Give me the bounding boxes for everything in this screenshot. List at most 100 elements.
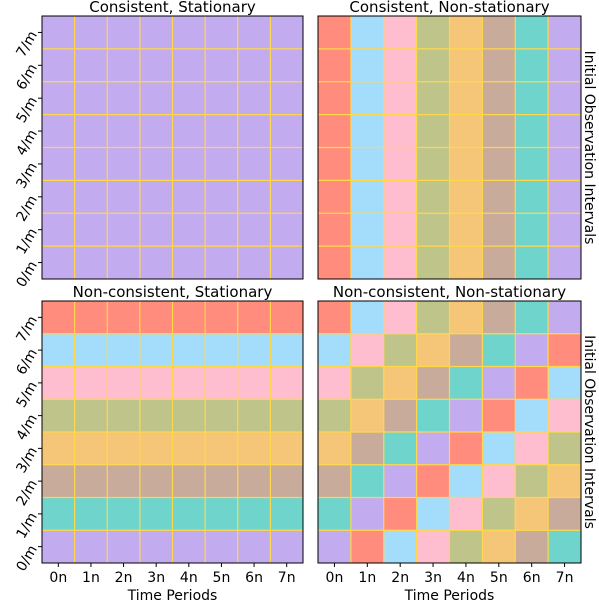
heatmap-cell [74,432,108,466]
heatmap-cell [205,464,239,498]
heatmap-cell [515,399,549,433]
heatmap-cell [383,81,418,116]
heatmap-cell [548,464,582,498]
heatmap-cell [383,464,418,498]
heatmap-cell [318,246,352,280]
heatmap-cell [449,333,483,367]
heatmap-cell [515,366,549,400]
heatmap-cell [350,530,385,564]
heatmap-cell [205,399,239,433]
heatmap-cell [515,48,549,83]
heatmap-cell [318,48,352,83]
heatmap-cell [515,213,549,247]
heatmap-cell [515,301,549,335]
heatmap-cell [449,497,483,531]
heatmap-cell [270,114,304,148]
heatmap-cell [318,301,352,335]
x-tick-label: 2n [115,570,133,586]
panel-title: Consistent, Non-stationary [349,0,549,16]
heatmap-cell [205,180,239,214]
heatmap-cell [270,48,304,83]
heatmap-cell [42,48,76,83]
y-tick-label: 2/m [13,193,40,225]
heatmap-cell [205,497,239,531]
heatmap-cell [205,366,239,400]
heatmap-cell [172,399,206,433]
heatmap-cell [172,114,206,148]
heatmap-cell [74,366,108,400]
heatmap-cell [42,16,76,50]
heatmap-cell [205,16,239,50]
heatmap-cell [416,114,450,148]
heatmap-cell [515,16,549,50]
heatmap-cell [350,81,385,116]
heatmap-cell [318,16,352,50]
heatmap-cell [172,301,206,335]
heatmap-cell [237,81,271,116]
x-tick-label: 7n [556,570,574,586]
x-tick-label: 2n [391,570,409,586]
heatmap-cell [416,180,450,214]
x-axis-label: Time Periods [404,588,495,604]
heatmap-cell [74,530,108,564]
heatmap-cell [416,464,450,498]
heatmap-cell [42,301,76,335]
heatmap-cell [270,464,304,498]
heatmap-cell [449,114,483,148]
heatmap-cell [42,399,76,433]
heatmap-cell [416,399,450,433]
heatmap-cell [350,213,385,247]
y-tick-label: 3/m [13,160,40,192]
y-tick-label: 7/m [13,28,40,60]
heatmap-cell [482,180,516,214]
heatmap-cell [383,147,418,181]
heatmap-cell [515,246,549,280]
x-axis-label: Time Periods [127,588,218,604]
heatmap-cell [42,213,76,247]
heatmap-cell [383,114,418,148]
heatmap-cell [139,81,173,116]
heatmap-cell [270,180,304,214]
heatmap-cell [318,114,352,148]
heatmap-cell [205,114,239,148]
heatmap-cell [350,399,385,433]
heatmap-cell [172,530,206,564]
heatmap-cell [270,366,304,400]
heatmap-cell [139,366,173,400]
heatmap-cell [139,213,173,247]
heatmap-cell [205,246,239,280]
heatmap-cell [350,147,385,181]
heatmap-cell [548,399,582,433]
heatmap-cell [139,48,173,83]
heatmap-cell [548,114,582,148]
y-tick-label: 1/m [13,510,40,542]
heatmap-cell [107,301,141,335]
heatmap-cell [270,432,304,466]
heatmap-cell [172,16,206,50]
heatmap-cell [237,399,271,433]
heatmap-cell [416,497,450,531]
panel-frame [317,300,582,564]
heatmap-cell [74,16,108,50]
heatmap-cell [350,48,385,83]
heatmap-cell [318,213,352,247]
heatmap-cell [350,301,385,335]
heatmap-cell [74,114,108,148]
x-tick-label: 4n [180,570,198,586]
heatmap-cell [318,399,352,433]
heatmap-cell [482,81,516,116]
heatmap-cell [205,333,239,367]
y-axis-label: Initial Observation Intervals [581,335,597,529]
y-tick-label: 6/m [13,61,40,93]
heatmap-cell [205,530,239,564]
heatmap-cell [515,114,549,148]
heatmap-cell [318,497,352,531]
heatmap-cell [548,497,582,531]
panel-title: Non-consistent, Non-stationary [333,283,566,301]
heatmap-cell [548,48,582,83]
heatmap-cell [205,301,239,335]
heatmap-cell [237,464,271,498]
heatmap-cell [205,432,239,466]
heatmap-cell [237,366,271,400]
panel-frame [41,300,304,564]
